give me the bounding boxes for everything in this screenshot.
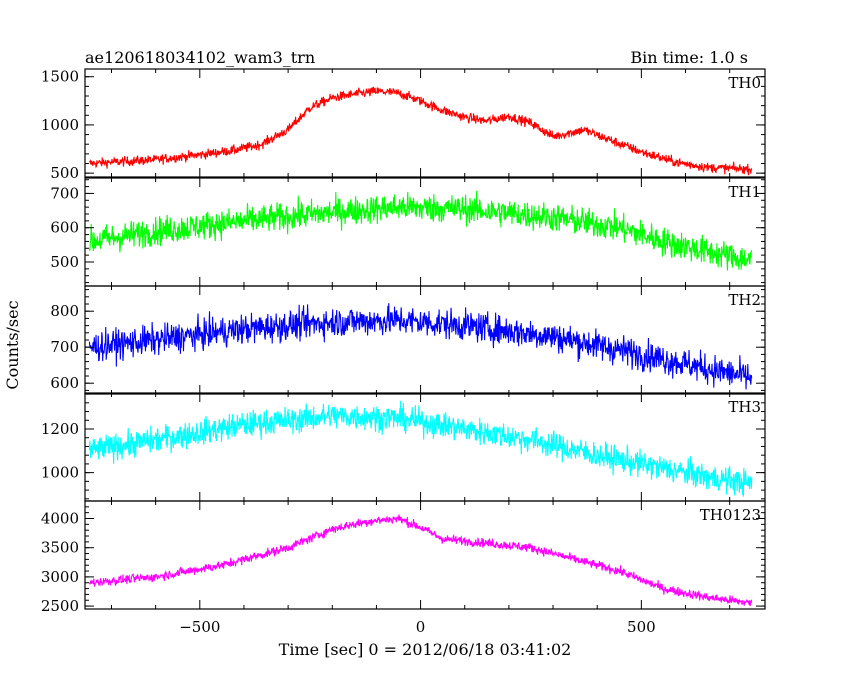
panel-th0123: 2500 3000 3500 4000 TH0123: [41, 500, 766, 615]
y-tick-label: 1200: [41, 420, 79, 438]
x-tick-label: 0: [416, 618, 426, 636]
panel-th2: 600 700 800 TH2: [50, 285, 766, 395]
panel-label: TH2: [728, 291, 761, 309]
series-line-th0123: [88, 514, 753, 607]
chart-title: ae120618034102_wam3_trn: [85, 48, 315, 67]
series-line-th3: [88, 400, 753, 497]
panel-label: TH0: [728, 74, 761, 92]
y-tick-label: 1500: [41, 68, 79, 86]
x-tick-label: 500: [627, 618, 656, 636]
panel-frame: [84, 500, 766, 610]
panel-label: TH1: [728, 183, 761, 201]
y-tick-label: 3500: [41, 539, 79, 557]
y-tick-label: 500: [50, 164, 79, 182]
y-tick-label: 500: [50, 253, 79, 271]
series-line-th0: [88, 86, 753, 176]
y-axis-label: Counts/sec: [3, 300, 22, 389]
x-axis-label: Time [sec] 0 = 2012/06/18 03:41:02: [279, 640, 572, 659]
bin-time-label: Bin time: 1.0 s: [630, 48, 748, 67]
series-line-th2: [88, 303, 753, 390]
y-tick-label: 600: [50, 219, 79, 237]
y-tick-label: 700: [50, 338, 79, 356]
panel-group: 500 1000 1500 TH0 500 600 700 TH1 600 700 800 TH2 10…: [41, 68, 766, 615]
panel-label: TH0123: [700, 506, 761, 524]
panel-th1: 500 600 700 TH1: [50, 177, 766, 287]
panel-label: TH3: [728, 398, 761, 416]
x-tick-label: −500: [179, 618, 220, 636]
panel-th0: 500 1000 1500 TH0: [41, 68, 766, 182]
y-tick-label: 3000: [41, 568, 79, 586]
y-tick-label: 4000: [41, 510, 79, 528]
panel-frame: [84, 285, 766, 395]
panel-frame: [84, 68, 766, 178]
y-tick-label: 1000: [41, 464, 79, 482]
panel-th3: 1000 1200 TH3: [41, 392, 766, 502]
y-tick-label: 2500: [41, 597, 79, 615]
series-line-th1: [88, 190, 753, 271]
y-tick-label: 1000: [41, 116, 79, 134]
y-tick-label: 700: [50, 184, 79, 202]
x-axis: −500 0 500: [179, 618, 655, 636]
y-tick-label: 800: [50, 302, 79, 320]
y-tick-label: 600: [50, 374, 79, 392]
